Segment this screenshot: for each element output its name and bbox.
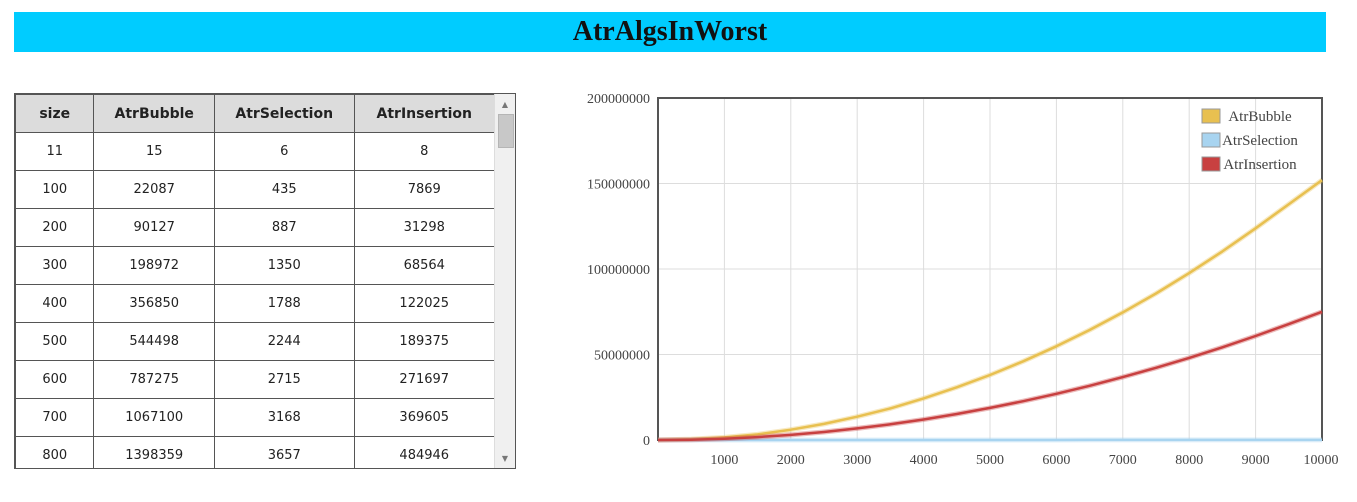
cell-atrbubble: 356850 <box>93 284 215 323</box>
y-tick-label: 50000000 <box>594 349 650 364</box>
cell-atrinsertion: 271697 <box>353 360 495 399</box>
cell-atrselection: 6 <box>213 132 355 171</box>
column-header-atrinsertion: AtrInsertion <box>353 94 495 133</box>
cell-atrselection: 2715 <box>213 360 355 399</box>
cell-atrinsertion: 484946 <box>353 436 495 468</box>
y-tick-label: 100000000 <box>587 263 650 278</box>
x-tick-label: 6000 <box>1042 453 1070 468</box>
results-table: size AtrBubble AtrSelection AtrInsertion… <box>15 94 495 468</box>
cell-atrinsertion: 122025 <box>353 284 495 323</box>
table-row: 400 356850 1788 122025 <box>15 284 495 323</box>
table-header-row: size AtrBubble AtrSelection AtrInsertion <box>15 94 495 133</box>
x-tick-label: 10000 <box>1304 453 1339 468</box>
cell-atrselection: 3168 <box>213 398 355 437</box>
x-tick-label: 2000 <box>777 453 805 468</box>
legend-item-atrinsertion: AtrInsertion <box>1223 157 1297 173</box>
cell-atrinsertion: 68564 <box>353 246 495 285</box>
column-header-size: size <box>15 94 95 133</box>
column-header-atrselection: AtrSelection <box>213 94 355 133</box>
cell-atrselection: 1788 <box>213 284 355 323</box>
x-tick-label: 5000 <box>976 453 1004 468</box>
table-row: 300 198972 1350 68564 <box>15 246 495 285</box>
x-tick-label: 7000 <box>1109 453 1137 468</box>
table-row: 11 15 6 8 <box>15 132 495 171</box>
x-tick-label: 3000 <box>843 453 871 468</box>
cell-size: 800 <box>15 436 95 468</box>
cell-atrbubble: 198972 <box>93 246 215 285</box>
scroll-down-icon[interactable]: ▼ <box>501 453 509 463</box>
cell-atrinsertion: 8 <box>353 132 495 171</box>
cell-atrselection: 435 <box>213 170 355 209</box>
cell-atrselection: 887 <box>213 208 355 247</box>
cell-size: 600 <box>15 360 95 399</box>
series-line-atrinsertion <box>657 310 1323 442</box>
table-row: 500 544498 2244 189375 <box>15 322 495 361</box>
scrollbar-thumb[interactable] <box>498 114 514 148</box>
table-row: 100 22087 435 7869 <box>15 170 495 209</box>
cell-size: 300 <box>15 246 95 285</box>
y-tick-label: 200000000 <box>587 92 650 107</box>
table-row: 700 1067100 3168 369605 <box>15 398 495 437</box>
legend-item-atrbubble: AtrBubble <box>1228 109 1292 125</box>
cell-atrbubble: 1398359 <box>93 436 215 468</box>
cell-atrselection: 2244 <box>213 322 355 361</box>
cell-atrselection: 1350 <box>213 246 355 285</box>
table-row: 200 90127 887 31298 <box>15 208 495 247</box>
y-tick-label: 0 <box>643 434 650 449</box>
x-tick-label: 4000 <box>910 453 938 468</box>
cell-atrbubble: 544498 <box>93 322 215 361</box>
y-tick-label: 150000000 <box>587 178 650 193</box>
cell-atrinsertion: 7869 <box>353 170 495 209</box>
legend-swatch <box>1201 108 1221 124</box>
cell-size: 500 <box>15 322 95 361</box>
cell-atrbubble: 22087 <box>93 170 215 209</box>
cell-size: 100 <box>15 170 95 209</box>
legend-swatch <box>1201 132 1221 148</box>
cell-size: 11 <box>15 132 95 171</box>
page-header: AtrAlgsInWorst <box>14 12 1326 52</box>
table-row: 800 1398359 3657 484946 <box>15 436 495 468</box>
results-table-container[interactable]: size AtrBubble AtrSelection AtrInsertion… <box>14 93 516 469</box>
comparison-chart: 0 50000000 100000000 150000000 200000000 1000… <box>587 92 1339 468</box>
cell-atrbubble: 15 <box>93 132 215 171</box>
x-tick-label: 9000 <box>1242 453 1270 468</box>
x-tick-label: 1000 <box>710 453 738 468</box>
cell-atrinsertion: 189375 <box>353 322 495 361</box>
column-header-atrbubble: AtrBubble <box>93 94 215 133</box>
x-tick-label: 8000 <box>1175 453 1203 468</box>
cell-atrbubble: 1067100 <box>93 398 215 437</box>
scroll-up-icon[interactable]: ▲ <box>501 99 509 109</box>
cell-size: 200 <box>15 208 95 247</box>
cell-size: 400 <box>15 284 95 323</box>
cell-atrinsertion: 31298 <box>353 208 495 247</box>
legend-item-atrselection: AtrSelection <box>1222 133 1298 149</box>
cell-atrinsertion: 369605 <box>353 398 495 437</box>
page-title: AtrAlgsInWorst <box>572 16 768 47</box>
series-line-atrbubble <box>657 179 1323 442</box>
cell-atrselection: 3657 <box>213 436 355 468</box>
comparison-chart-container: 0 50000000 100000000 150000000 200000000 1000… <box>560 85 1357 495</box>
cell-atrbubble: 787275 <box>93 360 215 399</box>
cell-atrbubble: 90127 <box>93 208 215 247</box>
table-row: 600 787275 2715 271697 <box>15 360 495 399</box>
cell-size: 700 <box>15 398 95 437</box>
legend-swatch <box>1201 156 1221 172</box>
table-scrollbar[interactable]: ▲ ▼ <box>494 94 515 468</box>
